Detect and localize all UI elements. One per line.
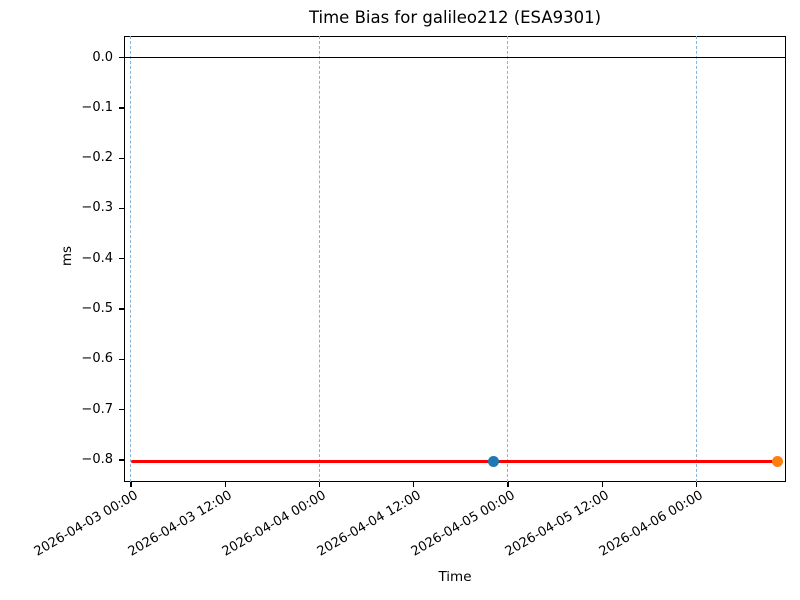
y-tick [119,459,124,461]
day-gridline [507,36,509,482]
y-tick-label: −0.7 [81,401,113,417]
time-bias-line [131,459,778,463]
x-tick [224,482,226,487]
x-tick [318,482,321,487]
y-tick [119,308,124,310]
y-tick [119,408,124,411]
x-tick-label: 2026-04-04 00:00 [220,488,330,560]
y-tick [119,358,124,360]
x-tick-label: 2026-04-03 00:00 [31,488,141,560]
day-gridline [695,36,697,482]
y-tick-label: −0.8 [81,451,113,467]
y-tick [119,56,124,59]
x-tick [601,482,603,487]
x-tick [130,482,132,487]
x-tick-label: 2026-04-05 12:00 [502,488,612,560]
x-tick-label: 2026-04-03 12:00 [125,488,235,560]
y-tick [119,258,124,260]
x-tick [507,482,509,487]
y-tick-label: −0.1 [81,99,113,115]
extrapolated-epoch-point-marker [771,455,783,467]
observed-epoch-point-marker [488,455,500,467]
y-tick-label: −0.3 [81,200,113,216]
plot-area-border [124,36,786,482]
day-gridline [130,36,132,482]
x-tick-label: 2026-04-04 12:00 [314,488,424,560]
x-axis-label: Time [438,569,472,585]
y-tick [119,107,124,109]
y-tick [119,207,124,210]
x-tick [413,482,415,487]
y-tick [119,157,124,159]
y-tick-label: −0.4 [81,250,113,266]
chart-title: Time Bias for galileo212 (ESA9301) [308,8,602,27]
day-gridline [318,36,320,482]
x-tick-label: 2026-04-05 00:00 [408,488,518,560]
y-tick-label: −0.5 [81,301,113,317]
zero-reference-line [124,56,786,59]
y-tick-label: −0.2 [81,150,113,166]
y-tick-label: 0.0 [92,49,113,65]
y-tick-label: −0.6 [81,351,113,367]
x-tick [695,482,698,487]
x-tick-label: 2026-04-06 00:00 [597,488,706,560]
